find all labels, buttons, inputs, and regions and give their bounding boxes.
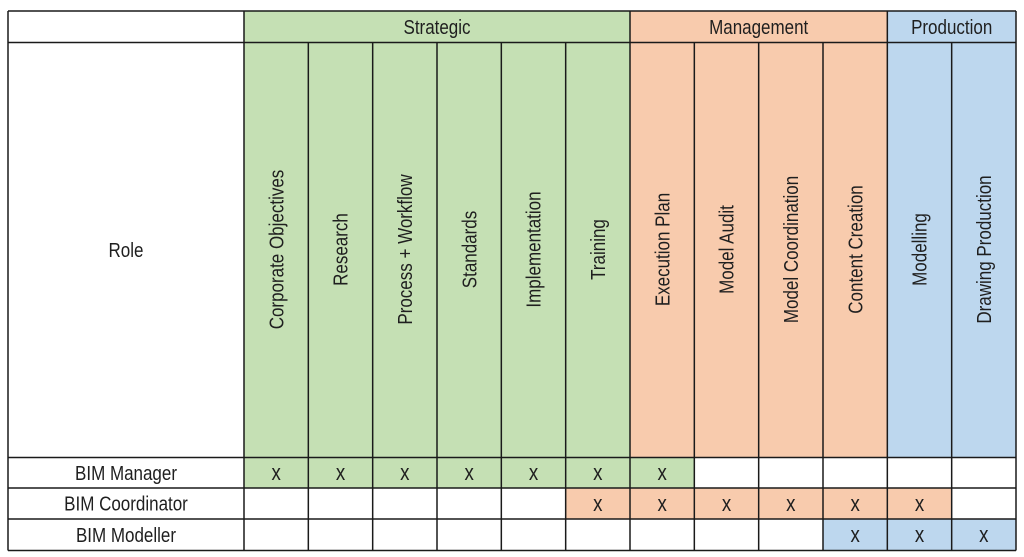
svg-text:Process + Workflow: Process + Workflow [394, 174, 417, 325]
svg-text:x: x [593, 492, 602, 516]
svg-text:Content Creation: Content Creation [844, 185, 867, 313]
svg-text:x: x [271, 462, 280, 486]
svg-text:Model Coordination: Model Coordination [780, 176, 803, 323]
svg-text:x: x [464, 462, 473, 486]
svg-text:Standards: Standards [458, 211, 481, 288]
svg-text:BIM Modeller: BIM Modeller [76, 524, 176, 547]
svg-text:x: x [850, 492, 859, 516]
svg-text:x: x [400, 462, 409, 486]
svg-text:x: x [850, 524, 859, 548]
svg-text:x: x [722, 492, 731, 516]
svg-text:BIM Manager: BIM Manager [75, 462, 177, 485]
svg-text:BIM Coordinator: BIM Coordinator [64, 492, 188, 515]
svg-text:x: x [593, 462, 602, 486]
svg-text:x: x [786, 492, 795, 516]
svg-text:Training: Training [587, 219, 610, 280]
svg-text:Management: Management [709, 16, 809, 39]
svg-text:x: x [657, 492, 666, 516]
svg-text:Model Audit: Model Audit [715, 204, 738, 294]
svg-text:Research: Research [329, 213, 352, 286]
svg-text:x: x [979, 524, 988, 548]
svg-text:x: x [915, 524, 924, 548]
svg-text:Strategic: Strategic [403, 16, 470, 39]
svg-text:x: x [529, 462, 538, 486]
svg-text:Implementation: Implementation [522, 191, 545, 307]
svg-text:x: x [657, 462, 666, 486]
svg-text:Production: Production [911, 16, 992, 39]
svg-text:Drawing Production: Drawing Production [973, 175, 996, 323]
svg-text:Corporate Objectives: Corporate Objectives [265, 170, 288, 330]
svg-text:Modelling: Modelling [908, 213, 931, 286]
svg-text:x: x [915, 492, 924, 516]
svg-text:Execution Plan: Execution Plan [651, 193, 674, 306]
svg-text:x: x [336, 462, 345, 486]
svg-text:Role: Role [109, 239, 144, 262]
